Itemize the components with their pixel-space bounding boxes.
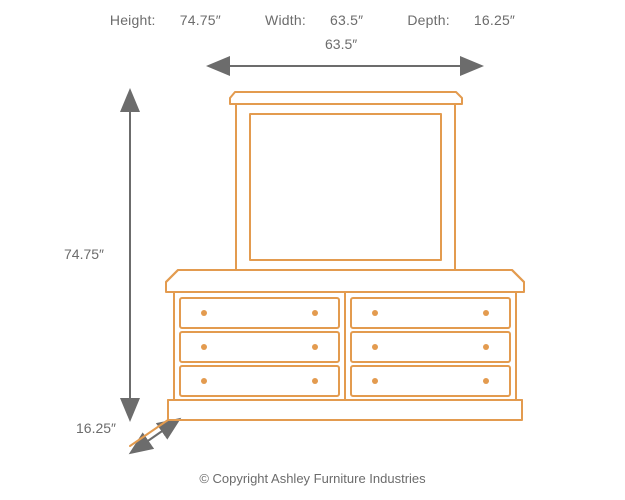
copyright-text: © Copyright Ashley Furniture Industries <box>0 471 625 486</box>
width-label: Width: 63.5″ <box>255 12 373 28</box>
width-dimension-label: 63.5″ <box>325 36 357 52</box>
dimensions-header: Height: 74.75″ Width: 63.5″ Depth: 16.25… <box>0 12 625 28</box>
dresser-outline <box>130 92 524 446</box>
depth-dimension-label: 16.25″ <box>76 420 116 436</box>
height-label: Height: 74.75″ <box>100 12 231 28</box>
height-dimension-label: 74.75″ <box>64 246 104 262</box>
depth-label: Depth: 16.25″ <box>397 12 525 28</box>
